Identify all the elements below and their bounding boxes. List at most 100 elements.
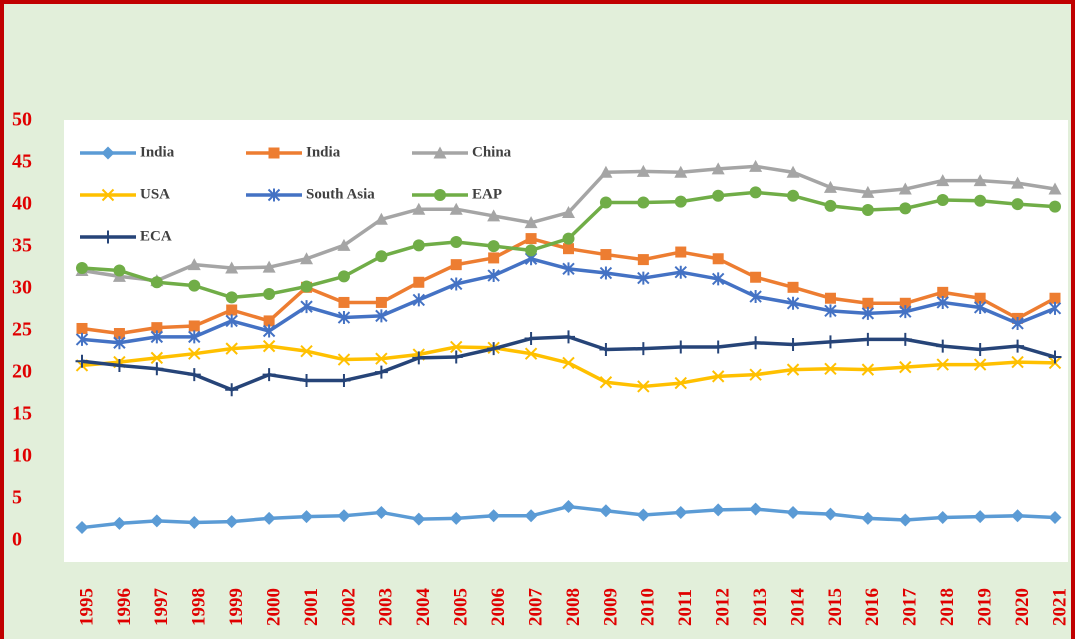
x-tick-label: 2003 <box>376 588 397 626</box>
legend-marker <box>268 147 280 159</box>
data-point <box>675 246 687 258</box>
data-point <box>1048 182 1062 195</box>
x-tick-label: 1998 <box>189 588 210 626</box>
x-tick-label: 1995 <box>76 588 97 626</box>
data-point <box>636 164 650 177</box>
data-point <box>599 342 613 356</box>
legend-marker <box>101 146 115 160</box>
data-point <box>150 330 164 344</box>
data-point <box>1048 301 1062 315</box>
data-point <box>637 254 649 266</box>
data-point <box>936 295 949 309</box>
data-point <box>1011 316 1024 330</box>
data-point <box>226 304 238 316</box>
data-point <box>113 336 126 350</box>
data-point <box>562 356 575 370</box>
data-point <box>225 383 239 397</box>
data-point <box>524 509 538 523</box>
data-point <box>711 162 725 175</box>
data-point <box>188 320 200 332</box>
data-point <box>150 351 164 365</box>
y-tick-label: 30 <box>12 277 32 299</box>
data-point <box>337 311 351 325</box>
data-point <box>487 209 501 222</box>
data-point <box>674 376 687 390</box>
data-point <box>1011 339 1025 353</box>
data-point <box>450 259 462 271</box>
data-point <box>562 206 575 219</box>
data-point <box>112 516 126 530</box>
data-point <box>263 315 275 327</box>
x-tick-label: 2021 <box>1049 588 1070 626</box>
x-tick-label: 2002 <box>338 588 359 626</box>
data-point <box>150 514 164 528</box>
data-point <box>749 336 763 350</box>
data-point <box>936 358 949 371</box>
data-point <box>973 174 987 187</box>
data-point <box>936 174 950 187</box>
data-point <box>674 195 687 208</box>
data-point <box>973 300 987 314</box>
data-point <box>1011 198 1024 211</box>
data-point <box>1011 355 1024 369</box>
data-point <box>225 342 238 355</box>
y-tick-label: 50 <box>12 109 32 131</box>
data-point <box>524 332 538 346</box>
data-point <box>787 189 800 202</box>
legend-label: EAP <box>472 186 502 202</box>
x-tick-label: 2020 <box>1012 588 1033 626</box>
data-point <box>337 270 350 283</box>
data-point <box>636 508 650 522</box>
data-point <box>525 233 537 245</box>
data-point <box>263 288 276 301</box>
data-point <box>599 376 613 389</box>
data-point <box>375 352 388 365</box>
data-point <box>487 240 500 253</box>
data-point <box>974 292 986 304</box>
data-point <box>898 332 912 346</box>
data-point <box>862 297 874 309</box>
data-point <box>412 202 426 215</box>
data-point <box>187 516 201 530</box>
data-point <box>113 328 125 340</box>
data-point <box>824 292 836 304</box>
data-point <box>599 266 613 280</box>
x-tick-label: 2018 <box>937 588 958 626</box>
data-point <box>450 235 463 248</box>
data-point <box>899 360 912 374</box>
data-point <box>412 239 425 252</box>
data-point <box>300 344 313 358</box>
data-point <box>1048 350 1062 364</box>
data-point <box>973 342 987 356</box>
data-point <box>674 505 688 519</box>
x-tick-label: 2006 <box>488 588 509 626</box>
data-point <box>524 216 538 229</box>
data-point <box>449 202 463 215</box>
data-point <box>374 505 388 519</box>
data-point <box>749 186 762 199</box>
data-point <box>337 238 351 251</box>
data-point <box>562 500 575 514</box>
data-point <box>936 510 950 524</box>
data-point <box>187 368 201 382</box>
data-point <box>898 513 912 527</box>
data-point <box>187 258 201 271</box>
data-point <box>412 512 426 526</box>
data-point <box>76 322 88 334</box>
data-point <box>974 194 987 207</box>
data-point <box>488 252 500 264</box>
data-point <box>899 305 912 319</box>
legend-marker <box>101 230 115 244</box>
x-tick-label: 2007 <box>525 588 546 627</box>
data-point <box>188 347 201 360</box>
data-point <box>563 243 574 255</box>
data-point <box>75 521 89 535</box>
x-tick-label: 1996 <box>114 588 135 626</box>
data-point <box>823 507 837 521</box>
y-tick-label: 10 <box>12 445 32 467</box>
data-point <box>674 165 688 178</box>
data-point <box>449 511 463 525</box>
data-point <box>562 330 575 344</box>
data-point <box>749 290 762 304</box>
